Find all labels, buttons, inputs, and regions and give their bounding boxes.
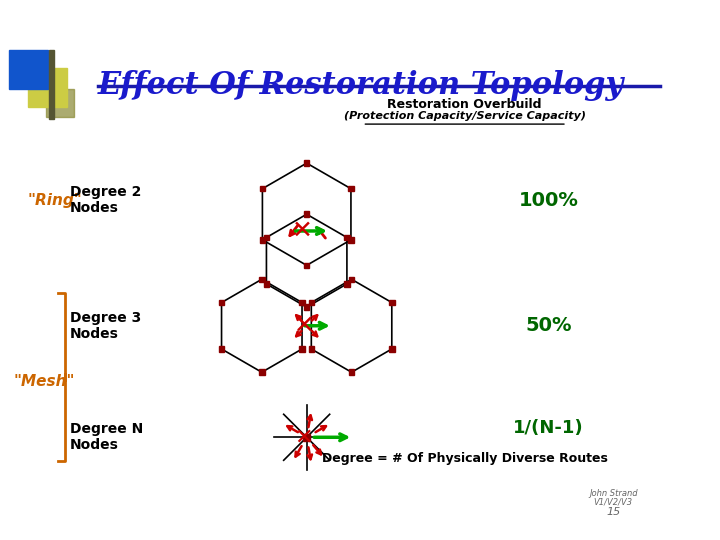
Text: ✕: ✕ xyxy=(293,314,315,338)
Bar xyxy=(264,235,269,240)
Text: 50%: 50% xyxy=(525,316,572,335)
Text: John Strand: John Strand xyxy=(589,489,638,497)
Text: Restoration Overbuild: Restoration Overbuild xyxy=(387,98,542,111)
Text: V1/V2/V3: V1/V2/V3 xyxy=(594,498,633,507)
Text: ✕: ✕ xyxy=(292,219,312,243)
Bar xyxy=(304,305,310,310)
Bar xyxy=(47,89,74,117)
Bar xyxy=(304,212,310,217)
Text: 1/(N-1): 1/(N-1) xyxy=(513,419,584,437)
Text: Degree 3
Nodes: Degree 3 Nodes xyxy=(70,310,141,341)
Bar xyxy=(264,281,269,287)
Bar xyxy=(219,346,225,352)
Bar xyxy=(300,346,305,352)
Text: Degree N
Nodes: Degree N Nodes xyxy=(70,422,143,453)
Text: 100%: 100% xyxy=(518,191,578,210)
Bar xyxy=(344,235,350,240)
Bar xyxy=(49,50,54,119)
Bar xyxy=(309,346,314,352)
Bar xyxy=(219,300,225,305)
Bar xyxy=(260,186,265,192)
Text: Degree = # Of Physically Diverse Routes: Degree = # Of Physically Diverse Routes xyxy=(322,452,608,465)
Bar xyxy=(9,50,48,89)
Bar xyxy=(348,237,354,242)
Text: 15: 15 xyxy=(606,507,621,517)
Text: "Ring": "Ring" xyxy=(28,193,83,208)
Text: Degree 2
Nodes: Degree 2 Nodes xyxy=(70,185,141,215)
Bar xyxy=(348,369,354,375)
Bar xyxy=(303,434,310,441)
Bar xyxy=(259,369,264,375)
Bar xyxy=(259,276,264,282)
Bar xyxy=(348,276,354,282)
Text: "Mesh": "Mesh" xyxy=(14,374,76,389)
Bar xyxy=(304,262,310,268)
Text: Effect Of Restoration Topology: Effect Of Restoration Topology xyxy=(98,70,624,101)
Bar xyxy=(260,237,265,242)
Bar xyxy=(304,160,310,166)
Bar xyxy=(309,300,314,305)
Bar xyxy=(344,281,350,287)
Bar xyxy=(300,300,305,305)
Bar xyxy=(28,69,67,107)
Text: (Protection Capacity/Service Capacity): (Protection Capacity/Service Capacity) xyxy=(343,111,585,121)
Bar xyxy=(389,346,395,352)
Text: ✕: ✕ xyxy=(294,427,313,447)
Bar xyxy=(348,186,354,192)
Bar xyxy=(389,300,395,305)
